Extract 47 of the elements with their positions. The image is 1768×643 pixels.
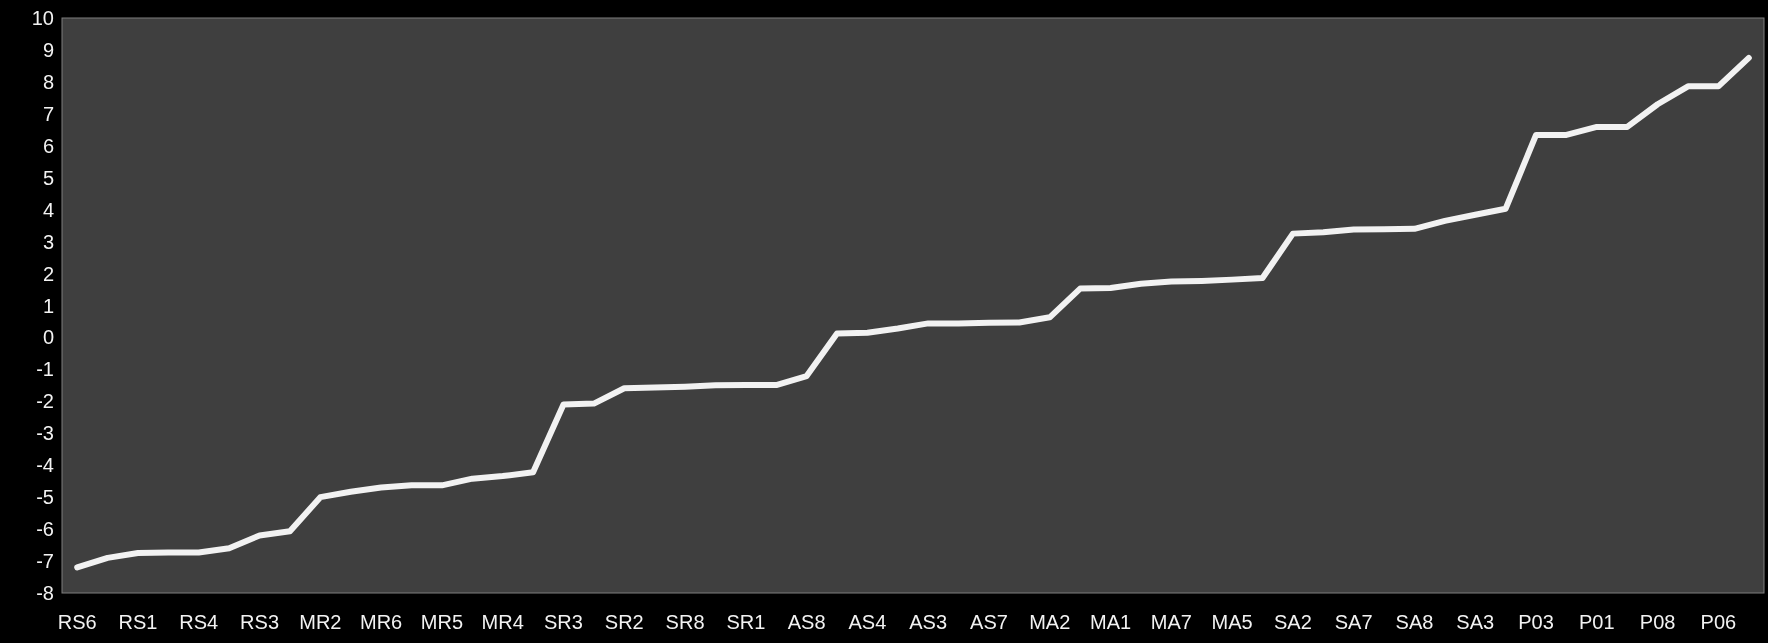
- x-tick-label: AS4: [848, 611, 887, 633]
- y-tick-label: 5: [42, 166, 54, 189]
- x-tick-label: MA2: [1029, 611, 1071, 633]
- y-tick-label: 3: [42, 230, 54, 253]
- y-tick-label: 1: [42, 294, 54, 317]
- x-tick-label: RS1: [118, 611, 158, 633]
- x-tick-label: SA2: [1274, 611, 1312, 633]
- x-tick-label: MR5: [420, 611, 464, 633]
- y-tick-label: -2: [36, 390, 54, 413]
- x-tick-label: MR4: [481, 611, 524, 633]
- y-tick-label: -3: [36, 422, 54, 445]
- y-tick-label: -6: [36, 518, 54, 541]
- y-tick-label: 6: [42, 134, 54, 157]
- x-tick-label: SR2: [604, 611, 644, 633]
- y-tick-label: 10: [31, 7, 54, 29]
- x-tick-label: P01: [1579, 611, 1615, 633]
- y-tick-label: 8: [42, 70, 54, 93]
- x-tick-label: MA1: [1089, 611, 1132, 633]
- x-tick-label: MA5: [1211, 611, 1253, 633]
- x-tick-label: P03: [1518, 611, 1554, 633]
- x-tick-label: RS3: [240, 611, 280, 633]
- x-tick-label: MR2: [299, 611, 342, 633]
- x-tick-label: AS8: [787, 611, 826, 633]
- y-tick-label: -5: [36, 486, 54, 509]
- x-tick-label: P06: [1700, 611, 1737, 633]
- x-tick-label: P08: [1639, 611, 1676, 633]
- x-tick-label: SA7: [1334, 611, 1373, 633]
- y-tick-label: -7: [36, 550, 54, 573]
- x-tick-label: RS4: [179, 611, 219, 633]
- y-tick-label: 4: [42, 198, 54, 221]
- x-tick-label: SA3: [1456, 611, 1495, 633]
- y-tick-label: 7: [42, 102, 54, 125]
- x-tick-label: SA8: [1395, 611, 1434, 633]
- y-tick-label: -4: [36, 454, 54, 477]
- x-tick-label: RS6: [57, 611, 97, 633]
- x-tick-label: SR3: [544, 611, 583, 633]
- x-tick-label: SR8: [665, 611, 705, 633]
- y-tick-label: -1: [36, 358, 54, 381]
- y-tick-label: 2: [42, 262, 54, 285]
- y-tick-label: 9: [42, 38, 54, 61]
- x-tick-label: MR6: [360, 611, 403, 633]
- x-tick-label: SR1: [726, 611, 766, 633]
- x-tick-label: AS7: [970, 611, 1008, 633]
- x-tick-label: AS3: [909, 611, 948, 633]
- y-tick-label: -8: [36, 582, 54, 604]
- x-tick-label: MA7: [1150, 611, 1192, 633]
- y-tick-label: 0: [42, 326, 54, 349]
